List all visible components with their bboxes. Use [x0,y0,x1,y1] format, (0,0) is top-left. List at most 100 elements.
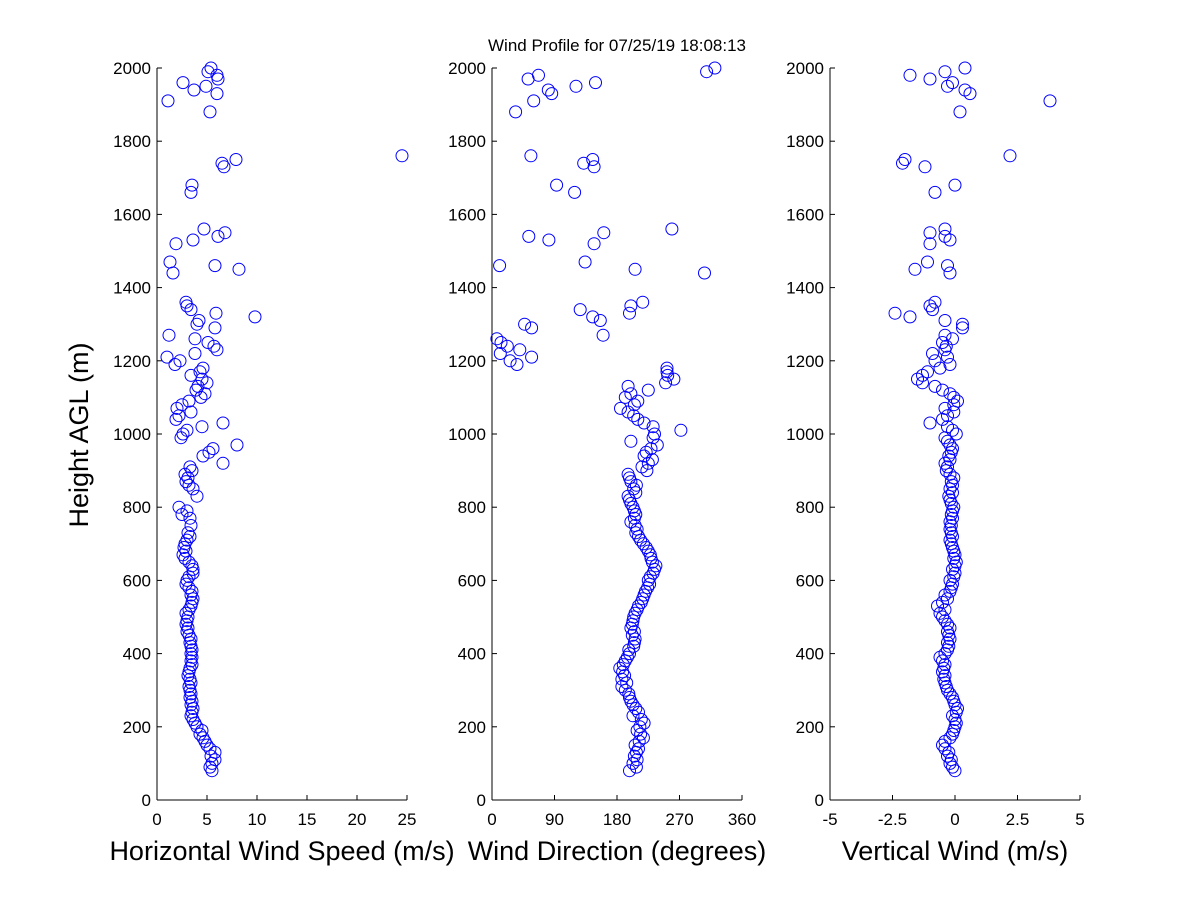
speed-x-tick-label: 5 [202,810,211,829]
speed-y-tick-label: 1800 [113,132,151,151]
speed-data-point [176,548,190,562]
direction-data-point [624,434,638,448]
speed-data-point [186,482,200,496]
vertical-data-point [923,237,937,251]
subplot-direction: 0 200 400 600 800 1000 1200 1400 1600 1800 2000 0 90… [448,59,766,866]
vertical-y-tick-label: 2000 [786,59,824,78]
speed-data-point [203,105,217,119]
direction-data-point [665,222,679,236]
speed-data-point [201,65,215,79]
vertical-data-point [941,636,954,650]
direction-data-point [625,628,639,642]
speed-data-point [182,680,196,693]
direction-data-point [578,255,592,269]
speed-data-point [182,394,196,408]
speed-data-point [160,350,174,364]
direction-y-tick-label: 2000 [448,59,486,78]
direction-data-point [569,79,583,93]
direction-data-point [593,314,607,327]
vertical-data-point [908,262,922,276]
direction-data-point [622,687,636,701]
direction-data-point [641,573,655,587]
speed-data-point [203,742,217,756]
vertical-x-tick-label: 2.5 [1006,810,1030,829]
vertical-data-point [943,467,957,481]
direction-data-point [632,599,645,613]
y-axis-label: Height AGL (m) [64,342,94,527]
speed-data-point [180,423,194,437]
direction-data-point [628,262,642,276]
direction-data-point [626,500,640,514]
speed-data-point [206,442,220,456]
speed-x-tick-label: 10 [248,810,267,829]
vertical-data-point [938,328,952,342]
speed-data-point [395,149,409,163]
speed-data-point [169,412,183,426]
vertical-data-point [941,617,954,631]
speed-data-point [184,405,198,419]
direction-data-point [632,742,645,756]
speed-y-tick-label: 400 [123,645,151,664]
speed-data-point [168,358,182,371]
speed-data-point [180,504,194,518]
speed-data-point [201,336,215,349]
vertical-data-point [888,306,902,320]
direction-data-point [589,76,602,90]
speed-data-point [170,401,184,415]
speed-data-point [185,694,199,708]
direction-x-tick-label: 270 [665,810,693,829]
vertical-data-point [928,295,942,309]
direction-data-point [637,449,651,463]
vertical-data-point [1003,149,1017,163]
speed-data-point [210,343,224,357]
vertical-data-point [928,354,942,368]
speed-data-point [195,420,209,434]
direction-data-point [637,716,651,730]
direction-x-tick-label: 0 [487,810,496,829]
vertical-data-point [903,310,917,324]
speed-data-point [218,226,232,240]
speed-data-point [210,87,224,101]
vertical-data-point [941,460,954,474]
vertical-data-point [1043,94,1057,108]
vertical-data-point [956,321,969,335]
vertical-data-point [921,365,934,379]
direction-data-point [596,328,610,342]
direction-data-point [635,460,649,474]
speed-data-point [192,314,206,327]
direction-data-point [623,764,636,778]
vertical-data-point [916,376,929,390]
direction-data-point [513,343,527,357]
speed-y-tick-label: 1600 [113,205,151,224]
speed-data-point [209,306,223,320]
speed-data-point [216,416,230,430]
vertical-data-point [944,753,958,767]
direction-data-point [586,153,600,166]
speed-data-point [183,460,197,474]
direction-data-point [674,423,688,437]
direction-y-tick-label: 600 [458,571,486,590]
speed-data-point [181,526,195,540]
speed-data-point [229,153,243,166]
speed-data-point [216,456,230,470]
direction-data-point [616,658,630,672]
direction-data-point [494,336,508,349]
direction-data-point [586,310,600,324]
vertical-y-tick-label: 200 [796,718,824,737]
speed-data-point [183,672,197,686]
vertical-data-point [936,595,949,609]
vertical-data-point [943,687,957,701]
vertical-y-tick-label: 600 [796,571,824,590]
vertical-data-point [941,79,954,93]
vertical-data-point [938,456,952,470]
direction-data-point [636,295,650,309]
subplot-vertical: 0 200 400 600 800 1000 1200 1400 1600 1800 2000 -5 -… [786,59,1085,866]
speed-x-axis-label: Horizontal Wind Speed (m/s) [109,836,454,866]
vertical-data-point [946,442,959,456]
speed-data-point [183,530,197,543]
speed-data-points [160,61,409,778]
vertical-data-point [958,61,972,75]
direction-data-point [636,537,650,551]
vertical-data-point [938,229,952,243]
speed-y-tick-label: 0 [142,791,151,810]
